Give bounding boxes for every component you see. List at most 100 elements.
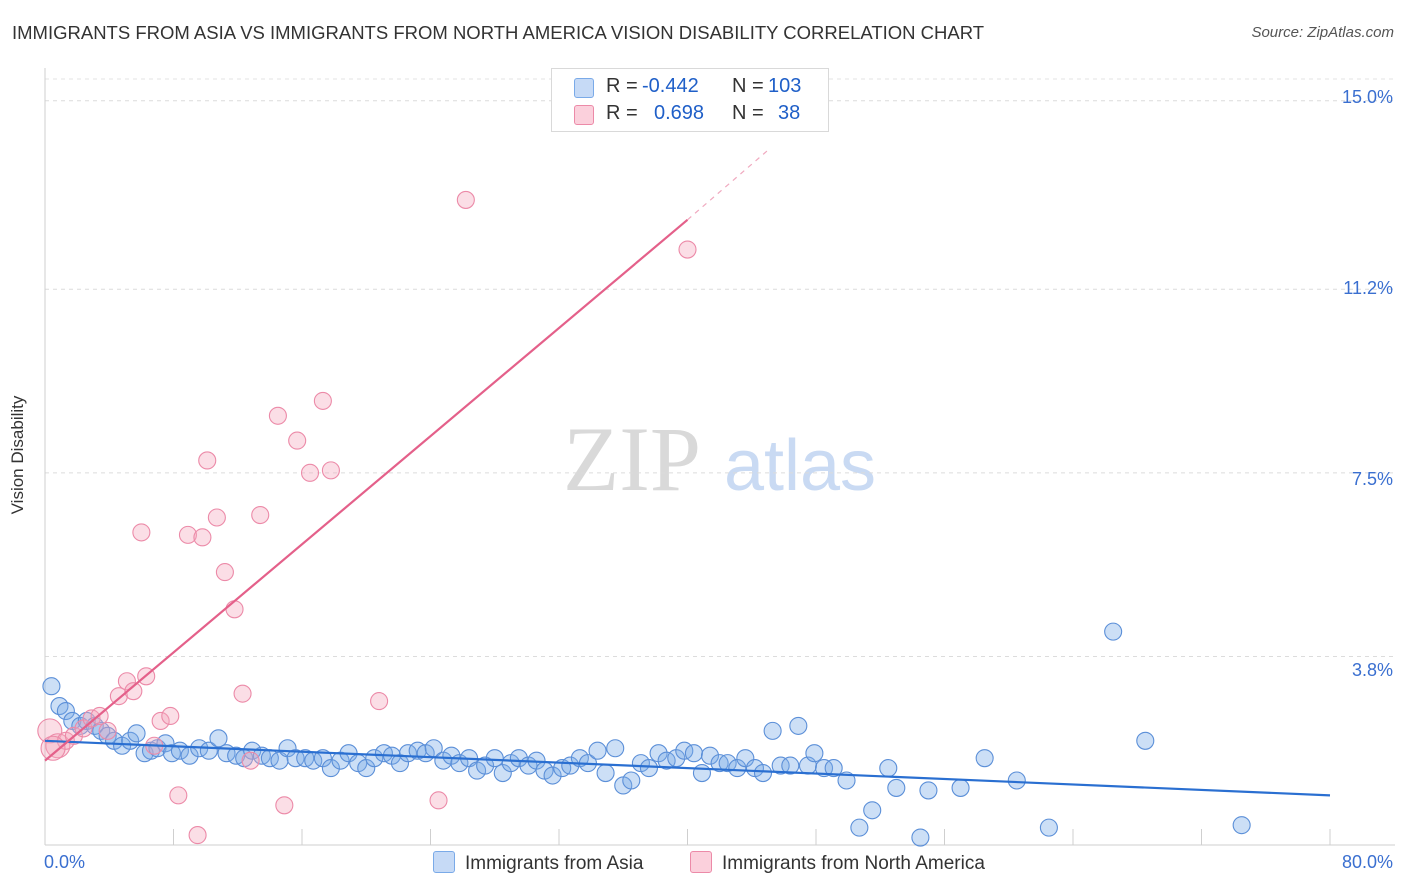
asia-point — [622, 771, 641, 790]
y-axis-label: Vision Disability — [8, 395, 27, 515]
asia-point — [561, 756, 580, 775]
stats-legend: R = -0.442 N = 103 R = 0.698 N = 38 — [551, 68, 829, 132]
asia-point — [863, 801, 882, 820]
asia-point — [736, 749, 755, 768]
asia-point — [485, 749, 504, 768]
north-america-point — [109, 687, 128, 706]
asia-point — [1007, 771, 1026, 790]
stats-n-label: N = — [732, 75, 764, 97]
north-america-point — [300, 463, 320, 482]
legend-label-north-america: Immigrants from North America — [722, 853, 985, 874]
asia-point — [919, 781, 938, 800]
watermark-atlas: atlas — [724, 426, 876, 506]
asia-point — [684, 744, 703, 763]
north-america-point — [251, 505, 270, 525]
north-america-point — [98, 721, 117, 740]
north-america-point — [132, 523, 151, 542]
legend-swatch-north-america — [690, 851, 712, 873]
north-america-point — [188, 826, 207, 845]
asia-point — [156, 734, 175, 753]
asia-point — [975, 749, 994, 768]
asia-point — [1136, 731, 1155, 750]
north-america-point — [161, 706, 180, 726]
asia-point — [1104, 622, 1123, 641]
asia-point — [824, 759, 843, 778]
north-america-point — [241, 751, 260, 770]
y-tick-label: 15.0% — [1341, 87, 1393, 107]
asia-point — [509, 749, 528, 768]
north-america-point — [169, 786, 188, 805]
asia-point — [879, 759, 898, 778]
watermark-zip: ZIP — [563, 408, 701, 510]
asia-point — [1232, 816, 1251, 835]
asia-point — [911, 828, 930, 847]
asia-point — [771, 756, 790, 775]
north-america-point — [370, 692, 389, 711]
stats-r-value: 0.698 — [654, 102, 705, 124]
x-tick-label: 80.0% — [1341, 852, 1393, 872]
legend-item-north-america: Immigrants from North America — [690, 851, 985, 875]
y-tick-label: 7.5% — [1351, 469, 1393, 489]
north-america-point — [321, 461, 340, 480]
north-america-point — [117, 672, 136, 691]
stats-n-label: N = — [732, 102, 764, 124]
north-america-point — [178, 525, 198, 544]
x-tick-label: 0.0% — [44, 852, 86, 872]
asia-point — [543, 766, 562, 785]
north-america-point — [124, 682, 143, 701]
north-america-point — [288, 431, 307, 450]
north-america-point — [225, 600, 244, 619]
asia-point — [692, 764, 712, 783]
asia-point — [805, 744, 824, 763]
legend-label-asia: Immigrants from Asia — [465, 853, 644, 874]
y-tick-label: 3.8% — [1351, 660, 1393, 680]
stats-r-value: -0.442 — [642, 75, 699, 97]
asia-point — [56, 701, 75, 721]
north-america-trend-line — [44, 218, 689, 762]
north-america-point — [151, 711, 170, 730]
asia-point — [1039, 818, 1058, 837]
north-america-point — [198, 451, 217, 470]
asia-point — [887, 778, 906, 797]
asia-point — [718, 754, 737, 773]
north-america-point — [429, 791, 448, 810]
stats-r-label: R = — [606, 75, 638, 97]
asia-point — [837, 771, 856, 790]
stats-n-value: 38 — [778, 102, 801, 124]
legend-item-asia: Immigrants from Asia — [433, 851, 643, 875]
asia-point — [814, 759, 834, 778]
asia-point — [321, 759, 340, 778]
north-america-trend-extension — [687, 149, 769, 221]
stats-swatch-asia — [574, 78, 594, 98]
asia-point — [476, 756, 495, 775]
asia-point — [951, 778, 970, 797]
y-tick-label: 11.2% — [1343, 278, 1393, 298]
chart-title: IMMIGRANTS FROM ASIA VS IMMIGRANTS FROM … — [12, 22, 985, 43]
source-credit: Source: ZipAtlas.com — [1251, 24, 1394, 41]
asia-point — [763, 721, 782, 740]
stats-n-value: 103 — [768, 75, 802, 97]
asia-point — [127, 724, 146, 743]
asia-trend-line — [44, 739, 1331, 797]
stats-r-label: R = — [606, 102, 638, 124]
asia-point — [700, 746, 720, 765]
asia-point — [42, 677, 61, 696]
north-america-point — [45, 733, 71, 759]
north-america-point — [233, 684, 252, 703]
north-america-point — [268, 406, 287, 425]
north-america-point — [313, 391, 332, 410]
asia-point — [199, 741, 218, 760]
legend-swatch-asia — [433, 851, 455, 873]
north-america-point — [678, 240, 697, 259]
stats-swatch-north-america — [574, 105, 594, 125]
north-america-point — [193, 528, 212, 547]
asia-point — [639, 759, 659, 778]
asia-point — [286, 749, 305, 768]
asia-point — [850, 818, 869, 837]
north-america-point — [215, 563, 234, 582]
asia-point — [588, 741, 607, 760]
north-america-point — [207, 508, 226, 527]
asia-point — [209, 729, 228, 748]
asia-point — [789, 716, 808, 735]
